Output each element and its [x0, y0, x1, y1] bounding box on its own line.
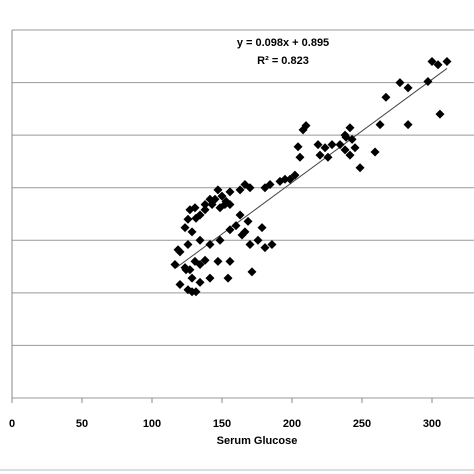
- data-point: [323, 152, 333, 162]
- data-point: [200, 205, 210, 215]
- data-point: [191, 213, 201, 223]
- data-point: [320, 143, 330, 153]
- data-point: [355, 163, 365, 173]
- data-point: [205, 273, 215, 283]
- data-point: [231, 221, 241, 231]
- data-point: [301, 121, 311, 131]
- data-point: [225, 200, 235, 210]
- data-point: [245, 239, 255, 249]
- data-point: [190, 256, 200, 266]
- data-point: [423, 77, 433, 87]
- data-point: [225, 225, 235, 235]
- data-point: [315, 150, 325, 160]
- data-point: [313, 140, 323, 150]
- data-point: [293, 142, 303, 152]
- data-point: [223, 273, 233, 283]
- data-point: [350, 143, 360, 153]
- trendline: [174, 68, 448, 270]
- data-point: [191, 287, 201, 297]
- data-point: [183, 214, 193, 224]
- data-point: [225, 256, 235, 266]
- data-point: [237, 230, 247, 240]
- data-point: [435, 109, 445, 119]
- x-tick-label: 50: [76, 418, 88, 430]
- data-point: [225, 187, 235, 197]
- data-point: [195, 277, 205, 287]
- data-point: [185, 205, 195, 215]
- data-point: [370, 147, 380, 157]
- data-point: [442, 57, 452, 67]
- data-point: [427, 57, 437, 67]
- x-tick-label: 250: [353, 418, 371, 430]
- data-point: [345, 123, 355, 133]
- data-point: [260, 243, 270, 253]
- data-point: [170, 259, 180, 269]
- x-axis-title: Serum Glucose: [217, 435, 298, 447]
- data-point: [217, 191, 227, 201]
- data-point: [195, 235, 205, 245]
- data-point: [200, 200, 210, 210]
- data-point: [345, 150, 355, 160]
- data-point: [215, 203, 225, 213]
- data-point: [335, 140, 345, 150]
- data-point: [347, 134, 357, 144]
- data-point: [375, 120, 385, 130]
- data-point: [403, 120, 413, 130]
- data-point: [257, 223, 267, 233]
- data-point: [187, 273, 197, 283]
- x-tick-label: 300: [423, 418, 441, 430]
- data-point: [275, 176, 285, 186]
- data-point: [187, 227, 197, 237]
- trendline-equation: y = 0.098x + 0.895: [237, 37, 329, 49]
- data-point: [403, 83, 413, 93]
- data-point: [395, 78, 405, 88]
- data-point: [200, 255, 210, 265]
- data-point: [181, 265, 191, 275]
- data-point: [183, 239, 193, 249]
- data-point: [215, 235, 225, 245]
- data-point: [207, 200, 217, 210]
- data-point: [340, 130, 350, 140]
- data-point: [235, 210, 245, 220]
- data-point: [240, 180, 250, 190]
- data-point: [213, 256, 223, 266]
- data-point: [295, 152, 305, 162]
- data-point: [235, 185, 245, 195]
- x-tick-label: 150: [213, 418, 231, 430]
- data-point: [253, 235, 263, 245]
- data-point: [340, 145, 350, 155]
- x-tick-label: 200: [283, 418, 301, 430]
- x-tick-label: 0: [9, 418, 15, 430]
- data-point: [247, 267, 257, 277]
- data-point: [180, 223, 190, 233]
- data-point: [327, 140, 337, 150]
- data-point: [433, 60, 443, 70]
- data-point: [267, 239, 277, 249]
- x-tick-label: 100: [143, 418, 161, 430]
- data-point: [260, 183, 270, 193]
- data-point: [381, 92, 391, 102]
- data-point: [290, 170, 300, 180]
- data-point: [173, 245, 183, 255]
- r-squared: R² = 0.823: [257, 55, 309, 67]
- data-point: [285, 174, 295, 184]
- data-point: [205, 239, 215, 249]
- data-point: [175, 279, 185, 289]
- data-point: [243, 216, 253, 226]
- data-point: [213, 185, 223, 195]
